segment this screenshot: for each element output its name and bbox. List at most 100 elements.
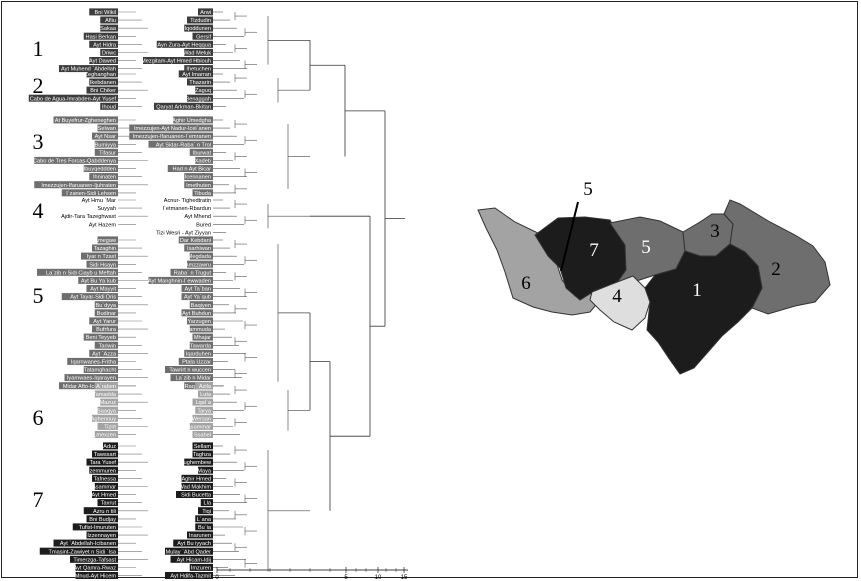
leaf-label: Tafnessa bbox=[94, 476, 117, 482]
leaf-label-bg bbox=[187, 531, 213, 539]
map-region-4 bbox=[589, 275, 651, 331]
leaf-label: Ayt Ta`ban bbox=[184, 287, 211, 293]
leaf-label: Aghir Hmed bbox=[181, 476, 211, 482]
leaf-label: Ayt Ya`qub bbox=[184, 295, 211, 301]
leaf-label: Saaqya bbox=[97, 408, 117, 414]
map-region-label: 5 bbox=[641, 237, 651, 258]
map-region-label: 1 bbox=[692, 280, 702, 301]
leaf-label-bg bbox=[28, 94, 118, 102]
map-region-label: 5 bbox=[583, 179, 593, 200]
leaf-label: Benaggah bbox=[185, 96, 211, 102]
leaf-label-bg bbox=[192, 189, 213, 197]
leaf-label: Bni Wikil bbox=[95, 10, 116, 16]
cluster-number: 6 bbox=[33, 405, 44, 430]
leaf-label-bg bbox=[83, 366, 118, 373]
leaf-label-bg bbox=[97, 422, 118, 430]
leaf-label-bg bbox=[154, 102, 213, 110]
leaf-label: Azru n tili bbox=[93, 509, 116, 515]
leaf-label-bg bbox=[170, 555, 213, 563]
leaf-label-bg bbox=[75, 572, 118, 579]
axis-tick-label: 0 bbox=[215, 575, 219, 581]
distance-axis: 0 5 10 15 bbox=[215, 567, 408, 581]
leaf-label: Tariwin bbox=[99, 343, 116, 349]
leaf-label: Ayt Hmu `Mar bbox=[82, 198, 117, 204]
leaf-label-bg bbox=[181, 482, 213, 490]
leaf-label-bg bbox=[198, 8, 213, 16]
leaf-label-bg bbox=[189, 252, 213, 260]
leaf-label-bg bbox=[198, 390, 213, 398]
leaf-label: Baqiyen bbox=[191, 303, 211, 309]
leaf-label-bg bbox=[181, 293, 213, 301]
axis-tick-label: 5 bbox=[344, 575, 348, 581]
leaf-label-bg bbox=[89, 317, 118, 325]
leaf-label: Luta bbox=[200, 392, 212, 398]
leaf-label: Imezzujen-Ifaruanen-I`emranen bbox=[133, 134, 211, 140]
leaf-label: Ayt Manghnin-I`ewwaden bbox=[148, 279, 211, 285]
leaf-label: A`raben bbox=[96, 384, 116, 390]
cluster-group-4: Ayt Hmu `Mar Suyyah Ajdir-Tara Tazeghwaxt A… bbox=[33, 198, 310, 236]
leaf-label: Qaryat Arkman-Bkitan bbox=[156, 104, 211, 110]
leaf-label: Xadeb bbox=[195, 159, 211, 165]
leaf-label: Taghza bbox=[193, 452, 212, 458]
leaf-label: Bufrfura bbox=[96, 327, 117, 333]
leaf-label-bg bbox=[184, 458, 213, 466]
leaf-label-bg bbox=[83, 333, 118, 341]
axis-tick-label: 15 bbox=[401, 575, 408, 581]
leaf-label-bg bbox=[89, 57, 118, 64]
leaf-label: Iqarnwanes-Fritha bbox=[71, 360, 117, 366]
leaf-label-bg bbox=[61, 293, 118, 301]
leaf-label: Ayt Tayar-Sidi Dris bbox=[70, 295, 116, 301]
leaf-label-bg bbox=[192, 414, 213, 422]
leaf-label-bg bbox=[192, 431, 213, 438]
leaf-label-bg bbox=[187, 260, 213, 268]
leaf-label: Ayt Hmed bbox=[92, 493, 116, 499]
leaf-label: Ptala Uzzar bbox=[182, 360, 211, 366]
leaf-label-bg bbox=[89, 78, 118, 86]
leaf-label-bg bbox=[170, 268, 213, 276]
leaf-label-bg bbox=[192, 32, 213, 40]
cluster-group-2: Zeghanghan Ikebdanen Bni Chiker Cabo de Agu… bbox=[28, 70, 310, 110]
leaf-label: Bu`ia bbox=[198, 525, 212, 531]
leaf-label: Inarunen bbox=[189, 533, 211, 539]
leaf-label: Tizdudin bbox=[190, 18, 211, 24]
leaf-label: Budinar bbox=[97, 311, 116, 317]
leaf-label: Ihoud bbox=[102, 104, 116, 110]
leaf-label-bg bbox=[92, 491, 118, 498]
leaf-label-bg bbox=[86, 70, 118, 78]
leaf-label: Acnur- Tighedtratin bbox=[164, 198, 211, 204]
leaf-label-bg bbox=[165, 547, 213, 555]
leaf-label-bg bbox=[192, 333, 213, 341]
leaf-label: Ssahel bbox=[194, 433, 211, 439]
leaf-label: Ihninaten bbox=[93, 175, 116, 181]
leaf-label: L`ana bbox=[197, 517, 212, 523]
leaf-label: Thazarin bbox=[189, 80, 211, 86]
leaf-label-bg bbox=[165, 366, 213, 373]
leaf-label: Tamadda bbox=[93, 392, 117, 398]
leaf-label: Ayt `Abdellah-Icibanen bbox=[60, 541, 116, 547]
leaf-label-bg bbox=[86, 86, 118, 94]
leaf-label: Ayt Hazem bbox=[89, 222, 117, 228]
leaf-label-bg bbox=[195, 515, 213, 523]
map-region-label: 6 bbox=[521, 273, 531, 294]
leaf-label: Zaguq bbox=[195, 88, 211, 94]
leaf-label: Imezzujen-Ayt Nadur-Icei`anen bbox=[134, 126, 211, 132]
leaf-label-bg bbox=[181, 285, 213, 292]
leaf-label: Tizi Wesri - Ayt Ziyyan bbox=[156, 230, 211, 236]
leaf-label-bg bbox=[89, 349, 118, 357]
leaf-label-bg bbox=[195, 86, 213, 94]
cluster-number: 4 bbox=[33, 198, 44, 223]
leaf-label-bg bbox=[195, 382, 213, 390]
leaf-label: Megdada bbox=[188, 254, 212, 260]
map-leader-line bbox=[560, 201, 579, 272]
leaf-label: Asammar bbox=[92, 485, 116, 491]
leaf-label: Bni Chiker bbox=[90, 88, 116, 94]
leaf-label-bg bbox=[178, 70, 213, 78]
leaf-label: Amegaw bbox=[94, 238, 117, 244]
leaf-label: Dar Kebdani bbox=[180, 238, 211, 244]
leaf-label: Azila bbox=[199, 384, 212, 390]
leaf-label: Yarzugen bbox=[187, 319, 211, 325]
leaf-label-bg bbox=[86, 515, 118, 523]
leaf-label: Ayt Qamra-Rwaz bbox=[74, 566, 117, 572]
leaf-label: Ayt Bu iyyach bbox=[177, 541, 211, 547]
